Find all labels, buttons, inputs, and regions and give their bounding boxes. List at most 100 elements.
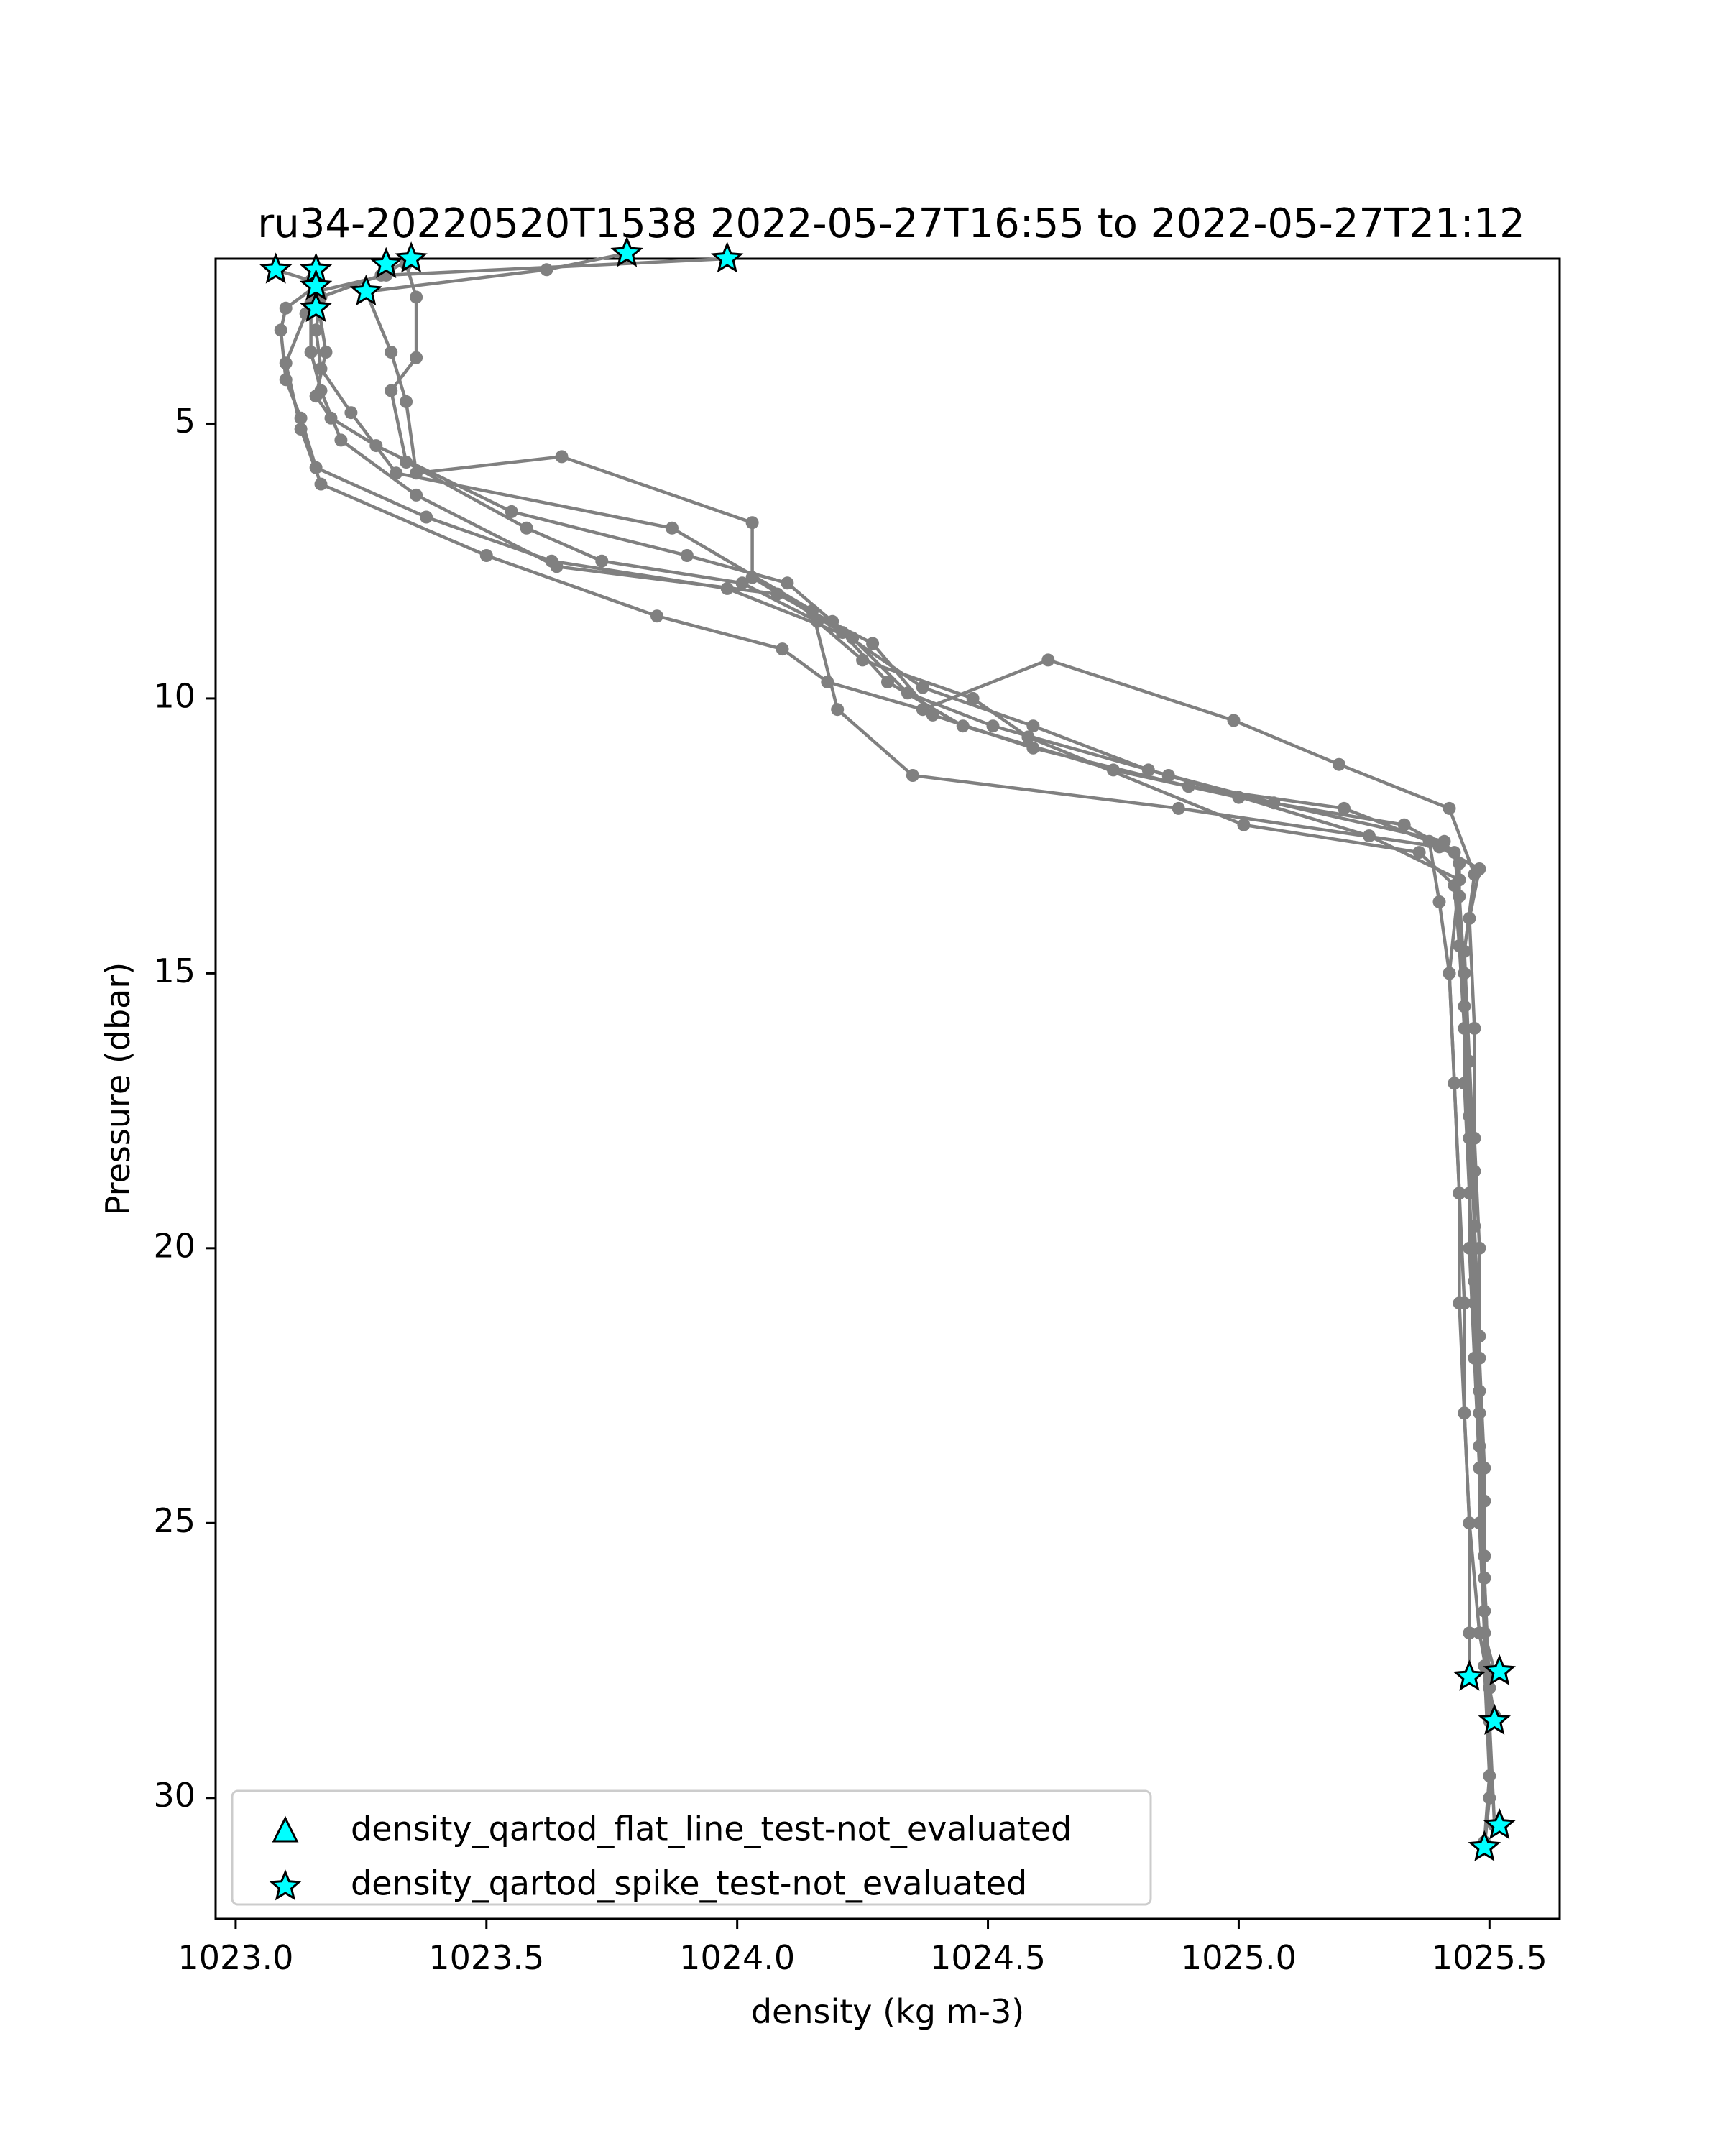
profile-point bbox=[986, 719, 1000, 733]
profile-point bbox=[279, 301, 293, 315]
profile-point bbox=[1162, 769, 1175, 782]
x-tick-label: 1023.0 bbox=[178, 1938, 293, 1977]
profile-point bbox=[745, 516, 759, 530]
x-tick-label: 1025.0 bbox=[1181, 1938, 1297, 1977]
profile-point bbox=[916, 703, 929, 717]
spike-flag-star-marker bbox=[1478, 1703, 1512, 1735]
profile-point bbox=[735, 576, 749, 590]
spike-flag-star-marker bbox=[349, 275, 382, 306]
profile-point bbox=[420, 510, 433, 524]
profile-point bbox=[304, 346, 318, 359]
profile-point bbox=[1237, 818, 1251, 831]
profile-point bbox=[1227, 714, 1241, 727]
x-tick-label: 1025.5 bbox=[1432, 1938, 1547, 1977]
profile-point bbox=[1397, 818, 1411, 831]
legend-label-spike: density_qartod_spike_test-not_evaluated bbox=[351, 1864, 1027, 1903]
profile-point bbox=[1026, 741, 1040, 755]
profile-point bbox=[926, 708, 939, 722]
chart-title: ru34-20220520T1538 2022-05-27T16:55 to 2… bbox=[257, 201, 1524, 247]
profile-series-2 bbox=[359, 247, 1501, 1728]
x-tick-label: 1024.5 bbox=[930, 1938, 1046, 1977]
legend-label-flat-line: density_qartod_flat_line_test-not_evalua… bbox=[351, 1810, 1072, 1848]
triangle-marker-shape bbox=[272, 1815, 299, 1843]
profile-point bbox=[1458, 1000, 1471, 1013]
profile-point bbox=[776, 642, 789, 656]
profile-point bbox=[1026, 719, 1040, 733]
profile-point bbox=[916, 681, 929, 694]
profile-point bbox=[1468, 867, 1481, 881]
profile-point bbox=[410, 488, 423, 502]
profile-point bbox=[1172, 801, 1185, 815]
profile-point bbox=[666, 521, 678, 535]
profile-point bbox=[400, 395, 413, 408]
profile-point bbox=[1432, 895, 1446, 908]
profile-point bbox=[1453, 1296, 1466, 1310]
y-tick-label: 25 bbox=[153, 1501, 196, 1540]
spike-flag-star-marker bbox=[369, 247, 403, 278]
y-tick-label: 20 bbox=[153, 1226, 196, 1265]
profile-series-4 bbox=[274, 263, 1476, 1684]
spike-flag-star-marker bbox=[259, 252, 293, 284]
profile-line bbox=[279, 270, 1471, 1677]
profile-point bbox=[555, 450, 569, 464]
profile-series-layer bbox=[269, 247, 1501, 1854]
profile-point bbox=[1468, 1220, 1481, 1233]
profile-point bbox=[1443, 801, 1456, 815]
profile-point bbox=[520, 521, 533, 535]
profile-point bbox=[1468, 1021, 1481, 1035]
profile-point bbox=[309, 323, 323, 337]
profile-point bbox=[314, 384, 328, 397]
y-tick-label: 5 bbox=[175, 402, 196, 441]
profile-line bbox=[275, 268, 1496, 1716]
profile-point bbox=[479, 549, 493, 562]
profile-point bbox=[1478, 1549, 1491, 1563]
spike-flag-star-marker bbox=[395, 241, 428, 273]
spike-flag-star-marker bbox=[1453, 1659, 1486, 1691]
profile-point bbox=[334, 433, 348, 447]
profile-series-7 bbox=[385, 257, 1496, 1848]
profile-point bbox=[866, 637, 880, 650]
star-marker-shape bbox=[269, 1869, 302, 1901]
profile-point bbox=[1338, 801, 1351, 815]
profile-series-6 bbox=[279, 280, 1501, 1832]
profile-point bbox=[1473, 1330, 1486, 1343]
profile-point bbox=[1473, 1626, 1486, 1640]
profile-line bbox=[389, 263, 1491, 1843]
spike-flag-star-marker bbox=[299, 290, 333, 323]
flagged-points-layer bbox=[259, 236, 1517, 1861]
profile-point bbox=[831, 703, 845, 717]
profile-point bbox=[1478, 1494, 1491, 1508]
spike-flag-star-marker bbox=[710, 241, 744, 273]
profile-point bbox=[595, 554, 609, 568]
profile-point bbox=[1463, 1516, 1476, 1530]
profile-point bbox=[279, 356, 293, 370]
x-tick-label: 1024.0 bbox=[679, 1938, 795, 1977]
profile-point bbox=[1412, 846, 1426, 860]
profile-point bbox=[319, 346, 333, 359]
profile-point bbox=[1021, 730, 1035, 744]
profile-point bbox=[1463, 1626, 1476, 1640]
plot-area-frame bbox=[214, 257, 1561, 1920]
y-tick-label: 10 bbox=[153, 676, 196, 715]
x-axis-label: density (kg m-3) bbox=[751, 1992, 1024, 2031]
profile-series-5 bbox=[269, 263, 1501, 1722]
profile-point bbox=[1463, 1110, 1476, 1123]
profile-point bbox=[1448, 1077, 1461, 1090]
profile-point bbox=[540, 263, 553, 277]
profile-point bbox=[881, 676, 894, 688]
profile-point bbox=[294, 423, 308, 436]
profile-point bbox=[344, 406, 358, 420]
y-axis-ticks: 5 10 15 20 25 30 bbox=[153, 402, 216, 1815]
profile-point bbox=[1362, 829, 1376, 843]
profile-point bbox=[1483, 1769, 1496, 1783]
profile-point bbox=[1422, 834, 1436, 848]
profile-point bbox=[1041, 653, 1055, 667]
profile-point bbox=[1458, 1406, 1471, 1420]
spike-flag-star-marker bbox=[610, 236, 643, 267]
y-tick-label: 30 bbox=[153, 1776, 196, 1815]
profile-point bbox=[1443, 967, 1456, 980]
profile-point bbox=[856, 653, 870, 667]
y-tick-label: 15 bbox=[153, 952, 196, 990]
profile-point bbox=[1468, 1164, 1481, 1178]
